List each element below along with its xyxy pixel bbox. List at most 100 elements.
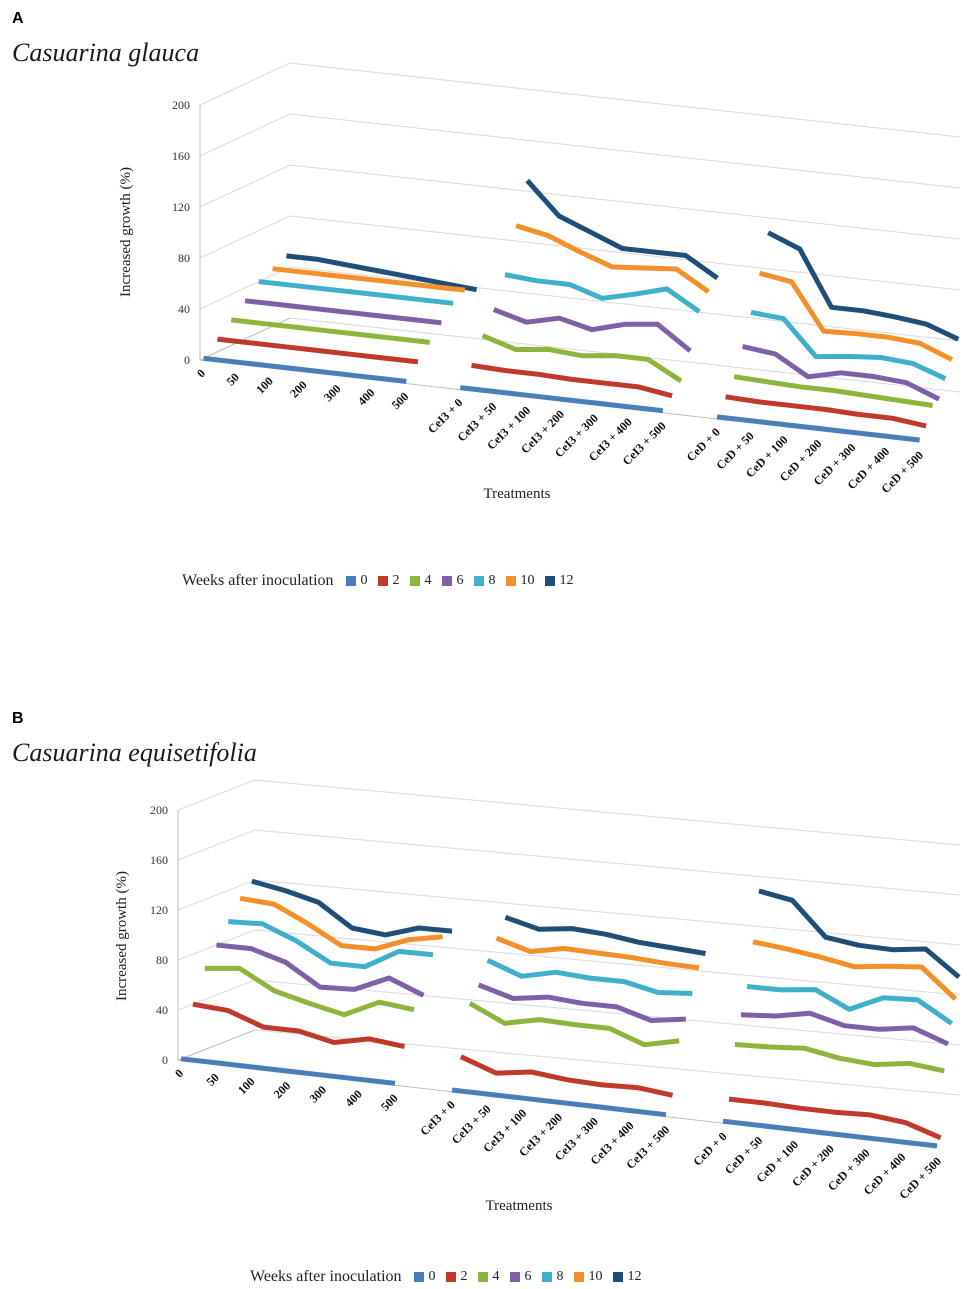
series-line-week-2 — [459, 1054, 674, 1098]
legend-swatch — [409, 576, 420, 586]
legend-label: 0 — [428, 1269, 436, 1284]
legend-item: 2 — [377, 573, 400, 589]
legend-item: 10 — [573, 1269, 603, 1285]
y-tick-label: 80 — [156, 953, 168, 967]
series-line-week-0 — [716, 414, 920, 443]
legend-swatch — [377, 576, 388, 586]
y-tick-label: 160 — [150, 853, 168, 867]
x-tick-label: CeD + 0 — [690, 1129, 729, 1168]
legend-label: 4 — [492, 1269, 500, 1284]
legend-item: 12 — [544, 573, 574, 589]
legend-item: 8 — [473, 573, 496, 589]
gridline — [199, 113, 961, 189]
depth-axis-line — [177, 1029, 256, 1061]
series-line-week-2 — [192, 1001, 406, 1050]
panel-letter: B — [12, 710, 24, 727]
series-line-week-12 — [767, 230, 960, 342]
legend-swatch — [473, 576, 484, 586]
series-line-week-4 — [734, 1042, 945, 1074]
legend-item: 8 — [541, 1269, 564, 1285]
series-line-week-0 — [451, 1087, 667, 1118]
y-tick-label: 40 — [178, 302, 190, 316]
legend-item: 0 — [345, 573, 368, 589]
legend-title: Weeks after inoculation — [250, 1268, 402, 1285]
legend-swatch — [445, 1272, 456, 1282]
legend-item: 10 — [505, 573, 535, 589]
legend-item: 2 — [445, 1269, 468, 1285]
series-line-week-0 — [460, 385, 664, 414]
legend-swatch — [505, 576, 516, 586]
legend-label: 0 — [360, 573, 368, 588]
series-line-week-8 — [258, 279, 454, 306]
y-tick-label: 40 — [156, 1003, 168, 1017]
series-line-week-6 — [492, 307, 692, 353]
legend-label: 2 — [392, 573, 400, 588]
x-tick-label: 50 — [203, 1070, 221, 1088]
series-line-week-4 — [481, 333, 683, 384]
series-line-week-4 — [733, 374, 933, 408]
y-axis-title: Increased growth (%) — [114, 871, 130, 1001]
y-tick-label: 80 — [178, 251, 190, 265]
series-line-week-6 — [742, 344, 941, 402]
gridline — [177, 979, 961, 1046]
legend-swatch — [509, 1272, 520, 1282]
legend-swatch — [477, 1272, 488, 1282]
x-tick-label: 0 — [172, 1066, 186, 1080]
series-line-week-4 — [230, 317, 430, 345]
x-tick-label: 500 — [378, 1091, 401, 1114]
series-line-week-4 — [204, 965, 415, 1018]
series-line-week-10 — [752, 939, 958, 1001]
legend-label: 6 — [456, 573, 464, 588]
legend-label: 12 — [559, 573, 574, 588]
legend-item: 0 — [413, 1269, 436, 1285]
series-line-week-10 — [515, 223, 710, 294]
series-line-week-2 — [217, 336, 419, 365]
series-line-week-4 — [468, 1001, 680, 1048]
series-line-week-0 — [203, 355, 407, 384]
x-tick-label: 400 — [342, 1087, 365, 1110]
legend-swatch — [541, 1272, 552, 1282]
series-line-week-12 — [286, 253, 478, 293]
series-group — [203, 178, 960, 443]
x-tick-label: 200 — [287, 378, 310, 401]
y-tick-label: 200 — [150, 803, 168, 817]
series-line-week-10 — [272, 266, 466, 293]
series-line-week-0 — [180, 1056, 396, 1086]
x-tick-label: 200 — [271, 1079, 294, 1102]
legend-swatch — [441, 576, 452, 586]
species-title: Casuarina equisetifolia — [12, 738, 257, 767]
legend: Weeks after inoculation 0 2 4 6 8 10 12 — [250, 1268, 652, 1286]
legend-swatch — [413, 1272, 424, 1282]
legend-swatch — [612, 1272, 623, 1282]
x-tick-label: 100 — [253, 374, 276, 397]
legend-swatch — [345, 576, 356, 586]
panel-a: A Casuarina glauca 0 40 80 120 160 200 0 50 100 2… — [0, 0, 967, 640]
x-tick-label: 400 — [355, 386, 378, 409]
series-line-week-10 — [495, 935, 700, 971]
legend-label: 6 — [524, 1269, 532, 1284]
legend-label: 10 — [588, 1269, 603, 1284]
series-line-week-10 — [758, 270, 954, 362]
x-axis-title: Treatments — [486, 1198, 553, 1214]
series-line-week-2 — [728, 1096, 942, 1141]
y-tick-label: 0 — [162, 1053, 168, 1067]
y-tick-label: 160 — [172, 149, 190, 163]
gridline — [199, 164, 961, 240]
y-tick-label: 120 — [172, 200, 190, 214]
x-tick-label: 300 — [307, 1083, 330, 1106]
legend-item: 4 — [409, 573, 432, 589]
series-line-week-12 — [758, 888, 961, 980]
species-title: Casuarina glauca — [12, 38, 200, 67]
legend-label: 12 — [627, 1269, 642, 1284]
series-line-week-12 — [504, 914, 706, 956]
gridline — [199, 62, 961, 138]
legend-item: 6 — [441, 573, 464, 589]
legend-item: 6 — [509, 1269, 532, 1285]
y-axis-title: Increased growth (%) — [118, 167, 134, 297]
series-line-week-12 — [251, 878, 453, 938]
gridline — [199, 266, 961, 342]
x-tick-label: 50 — [224, 370, 242, 388]
legend-title: Weeks after inoculation — [182, 572, 334, 589]
x-tick-label: 300 — [321, 382, 344, 405]
